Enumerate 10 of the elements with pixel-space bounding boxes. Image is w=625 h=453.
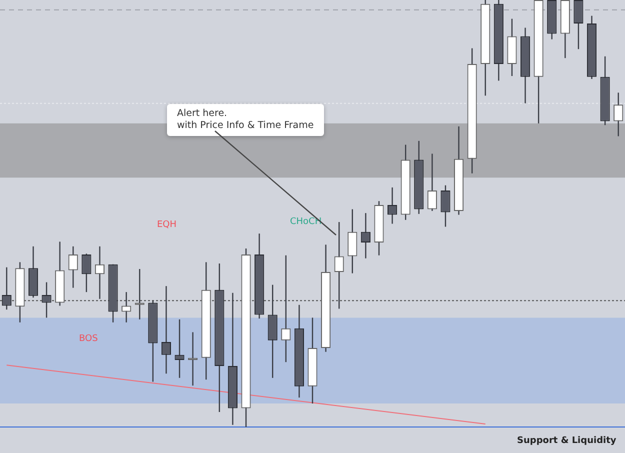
annotation: BOS <box>79 333 98 345</box>
candlestick <box>360 213 370 258</box>
candlestick <box>122 292 132 322</box>
annotation: EQH <box>157 219 177 231</box>
candlestick <box>94 246 105 299</box>
text: Support & Liquidity <box>517 435 616 447</box>
annotation: CHoCH <box>290 216 322 228</box>
annotation: Alert here. with Price Info & Time Frame <box>167 104 324 136</box>
candlestick <box>388 187 398 224</box>
candlestick <box>161 286 172 374</box>
